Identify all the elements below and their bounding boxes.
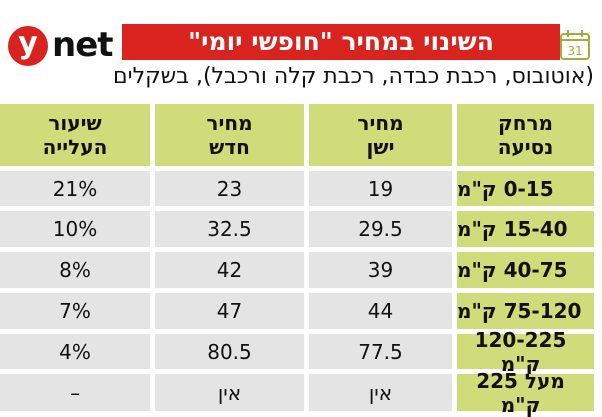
header-old-price-line2: ישן: [366, 135, 395, 159]
header-increase-line1: שיעור: [48, 111, 102, 135]
cell-increase: 21%: [0, 171, 150, 206]
svg-text:31: 31: [567, 44, 582, 58]
cell-distance: 75-120 ק"מ: [457, 293, 594, 329]
cell-increase: 8%: [0, 252, 150, 288]
cell-old-price: 39: [309, 252, 452, 288]
cell-old-price: 44: [309, 293, 452, 329]
table-row: 40-75 ק"מ 39 42 8%: [0, 252, 602, 288]
cell-distance: 0-15 ק"מ: [457, 171, 594, 206]
cell-new-price: 47: [155, 293, 304, 329]
table-row: 120-225 ק"מ 77.5 80.5 4%: [0, 328, 602, 376]
cell-new-price: 23: [155, 171, 304, 206]
header-distance-line1: מרחק: [498, 111, 553, 135]
header-distance-line2: נסיעה: [497, 135, 554, 159]
cell-new-price: 42: [155, 252, 304, 288]
subtitle: (אוטובוס, רכבת כבדה, רכבת קלה ורכבל), בש…: [113, 64, 594, 89]
cell-distance: 40-75 ק"מ: [457, 252, 594, 288]
cell-new-price: 32.5: [155, 211, 304, 247]
header-distance: מרחק נסיעה: [457, 104, 594, 166]
header-new-price-line1: מחיר: [206, 111, 253, 135]
cell-increase: 4%: [0, 334, 150, 369]
table-header-row: מרחק נסיעה מחיר ישן מחיר חדש שיעור העליי…: [0, 104, 602, 166]
cell-old-price: 19: [309, 171, 452, 206]
table-row: 75-120 ק"מ 44 47 7%: [0, 293, 602, 329]
cell-increase: 7%: [0, 293, 150, 329]
header-increase: שיעור העלייה: [0, 104, 150, 166]
calendar-icon: 31: [560, 30, 590, 60]
page-title: השינוי במחיר "חופשי יומי": [122, 24, 560, 60]
logo-text: net: [52, 25, 114, 65]
header-old-price-line1: מחיר: [357, 111, 404, 135]
ynet-logo: y net: [8, 25, 114, 66]
header-new-price-line2: חדש: [209, 135, 250, 159]
cell-increase: –: [0, 374, 150, 411]
cell-increase: 10%: [0, 211, 150, 247]
cell-distance: מעל 225 ק"מ: [457, 369, 594, 417]
table-row: 15-40 ק"מ 29.5 32.5 10%: [0, 211, 602, 247]
header-old-price: מחיר ישן: [309, 104, 452, 166]
cell-old-price: אין: [309, 374, 452, 411]
table-row: מעל 225 ק"מ אין אין –: [0, 369, 602, 417]
cell-distance: 120-225 ק"מ: [457, 328, 594, 376]
cell-old-price: 29.5: [309, 211, 452, 247]
cell-new-price: 80.5: [155, 334, 304, 369]
table-row: 0-15 ק"מ 19 23 21%: [0, 171, 602, 206]
header-increase-line2: העלייה: [42, 135, 108, 159]
cell-old-price: 77.5: [309, 334, 452, 369]
logo-mark: y: [8, 26, 48, 66]
header-new-price: מחיר חדש: [155, 104, 304, 166]
cell-new-price: אין: [155, 374, 304, 411]
cell-distance: 15-40 ק"מ: [457, 211, 594, 247]
